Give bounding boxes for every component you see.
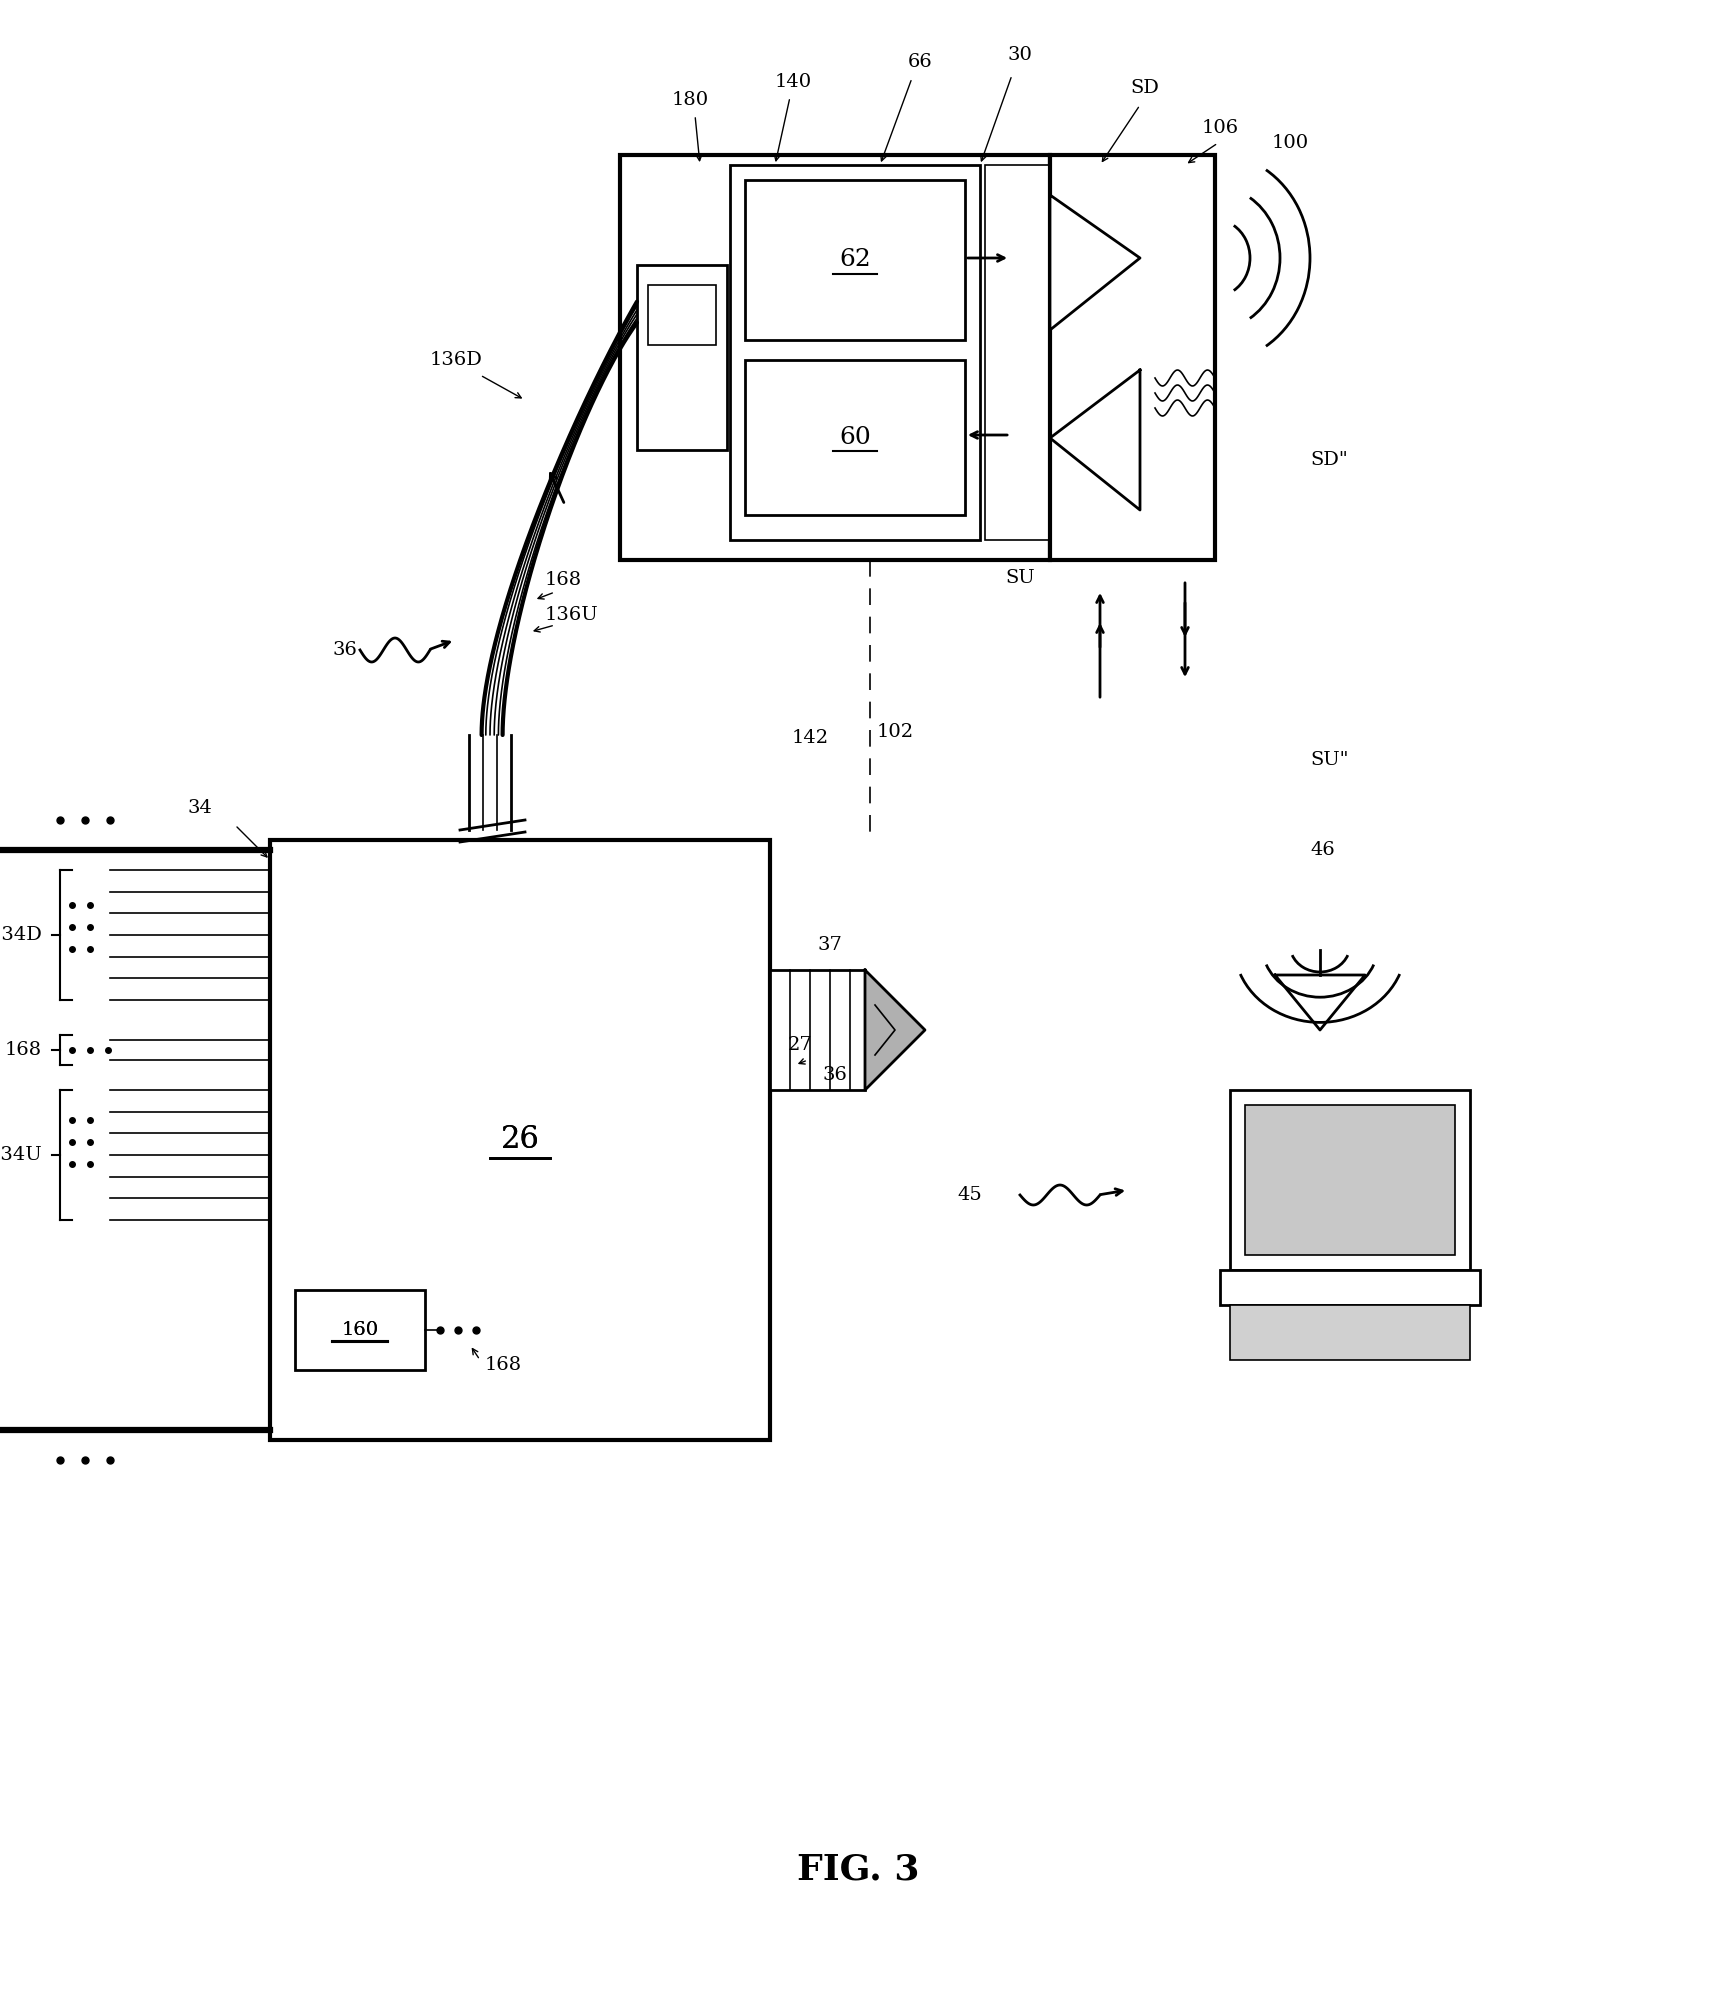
Text: 26: 26 [501,1125,539,1155]
Bar [1221,1271,1480,1305]
Bar [295,1291,426,1371]
Text: 168: 168 [5,1041,41,1059]
Text: 36: 36 [822,1065,848,1083]
Bar [730,166,980,541]
Polygon shape [865,970,925,1089]
Bar [1229,1089,1470,1271]
Text: 136U: 136U [544,606,599,624]
Text: FIG. 3: FIG. 3 [797,1853,919,1887]
Text: 34: 34 [187,800,213,818]
Text: 46: 46 [1310,842,1334,860]
Bar [637,265,726,451]
Text: 136D: 136D [429,351,482,369]
Text: 66: 66 [908,54,932,72]
Bar [1051,156,1216,561]
Polygon shape [1276,976,1365,1029]
Bar [745,180,965,339]
Text: 45: 45 [958,1185,982,1205]
Text: 30: 30 [1008,46,1032,64]
Text: 168: 168 [484,1357,522,1375]
Bar [986,166,1051,541]
Text: 102: 102 [876,722,913,740]
Text: SU": SU" [1310,750,1348,768]
Text: SD": SD" [1310,451,1348,469]
Text: 134D: 134D [0,926,41,944]
Text: 100: 100 [1271,134,1308,152]
Text: 26: 26 [501,1125,539,1155]
Bar [745,359,965,515]
Text: 180: 180 [671,92,709,110]
Bar [620,156,1051,561]
Bar [1245,1105,1454,1255]
Text: 62: 62 [840,249,871,271]
Text: SU: SU [1004,569,1035,587]
Polygon shape [1051,369,1140,511]
Text: 36: 36 [333,640,357,658]
Bar [270,840,769,1440]
Text: 140: 140 [774,74,812,92]
Text: 160: 160 [342,1321,378,1339]
Text: SD: SD [1130,80,1159,98]
Text: 37: 37 [817,936,843,954]
Text: 160: 160 [342,1321,378,1339]
Bar [769,970,865,1089]
Text: 168: 168 [544,571,582,589]
Bar [647,285,716,345]
Text: 60: 60 [840,425,871,449]
Text: 106: 106 [1202,120,1238,138]
Bar [1229,1305,1470,1361]
Text: 142: 142 [792,728,829,746]
Text: 27: 27 [788,1035,812,1053]
Polygon shape [1051,196,1140,329]
Text: 134U: 134U [0,1145,41,1163]
